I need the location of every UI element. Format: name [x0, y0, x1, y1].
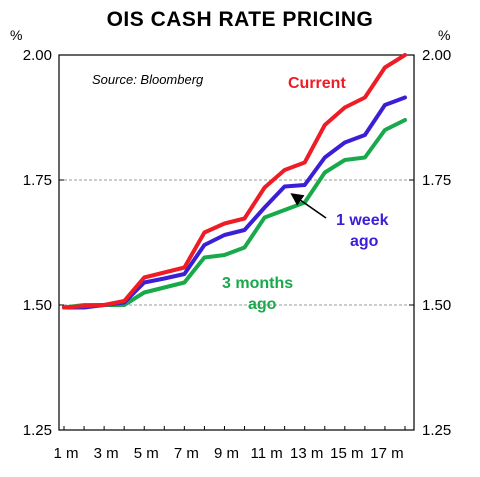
right-tick-label-1.50: 1.50 [422, 297, 451, 314]
left-tick-label-1.50: 1.50 [23, 297, 52, 314]
right-tick-label-1.25: 1.25 [422, 422, 451, 439]
x-tick-label-7: 15 m [330, 445, 363, 462]
series-lines [62, 53, 407, 310]
x-tick-label-6: 13 m [290, 445, 323, 462]
source-note: Source: Bloomberg [92, 72, 204, 87]
x-tick-label-2: 5 m [134, 445, 159, 462]
label-1-week-line2: ago [350, 233, 379, 250]
left-tick-label-1.75: 1.75 [23, 172, 52, 189]
series-line-current [62, 53, 407, 310]
x-ticks: 1 m 3 m 5 m 7 m 9 m 11 m 13 m 15 m 17 m [53, 426, 406, 462]
label-3-months-line2: ago [248, 296, 277, 313]
left-tick-label-2.00: 2.00 [23, 47, 52, 64]
x-tick-label-4: 9 m [214, 445, 239, 462]
annotation-arrow [290, 193, 327, 219]
x-tick-label-8: 17 m [370, 445, 403, 462]
label-1-week-line1: 1 week [336, 212, 389, 229]
plot-area [58, 54, 415, 431]
x-tick-label-3: 7 m [174, 445, 199, 462]
right-tick-label-1.75: 1.75 [422, 172, 451, 189]
left-y-ticks: 1.25 1.50 1.75 2.00 [23, 47, 64, 439]
chart-title: OIS CASH RATE PRICING [107, 8, 374, 31]
x-tick-label-5: 11 m [250, 445, 282, 462]
right-unit-label: % [438, 27, 450, 43]
right-tick-label-2.00: 2.00 [422, 47, 451, 64]
label-3-months-line1: 3 months [222, 275, 293, 292]
label-current: Current [288, 75, 346, 92]
right-y-ticks: 1.25 1.50 1.75 2.00 [409, 47, 451, 439]
left-unit-label: % [10, 27, 22, 43]
x-tick-label-1: 3 m [94, 445, 119, 462]
x-tick-label-0: 1 m [53, 445, 78, 462]
gridlines [59, 179, 414, 306]
series-line-3-months-ago [62, 118, 407, 310]
left-tick-label-1.25: 1.25 [23, 422, 52, 439]
